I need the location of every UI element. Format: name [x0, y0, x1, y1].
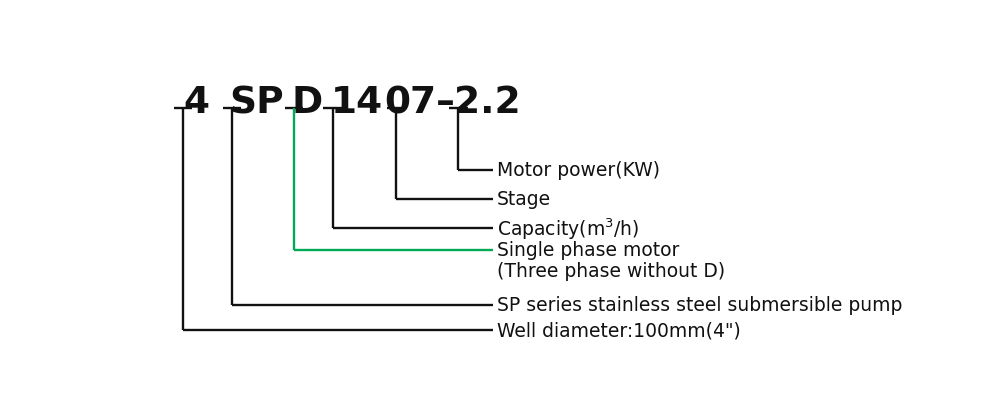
Text: SP series stainless steel submersible pump: SP series stainless steel submersible pu…: [497, 296, 902, 314]
Text: Motor power(KW): Motor power(KW): [497, 161, 660, 180]
Text: (Three phase without D): (Three phase without D): [497, 261, 725, 281]
Text: 14: 14: [330, 85, 382, 121]
Text: Capacity(m$^{3}$/h): Capacity(m$^{3}$/h): [497, 216, 639, 241]
Text: SP: SP: [230, 85, 284, 121]
Text: Single phase motor: Single phase motor: [497, 241, 679, 260]
Text: D: D: [292, 85, 323, 121]
Text: Stage: Stage: [497, 190, 551, 209]
Text: 07–: 07–: [385, 85, 456, 121]
Text: 4: 4: [183, 85, 209, 121]
Text: Well diameter:100mm(4"): Well diameter:100mm(4"): [497, 320, 741, 339]
Text: 2.2: 2.2: [454, 85, 521, 121]
